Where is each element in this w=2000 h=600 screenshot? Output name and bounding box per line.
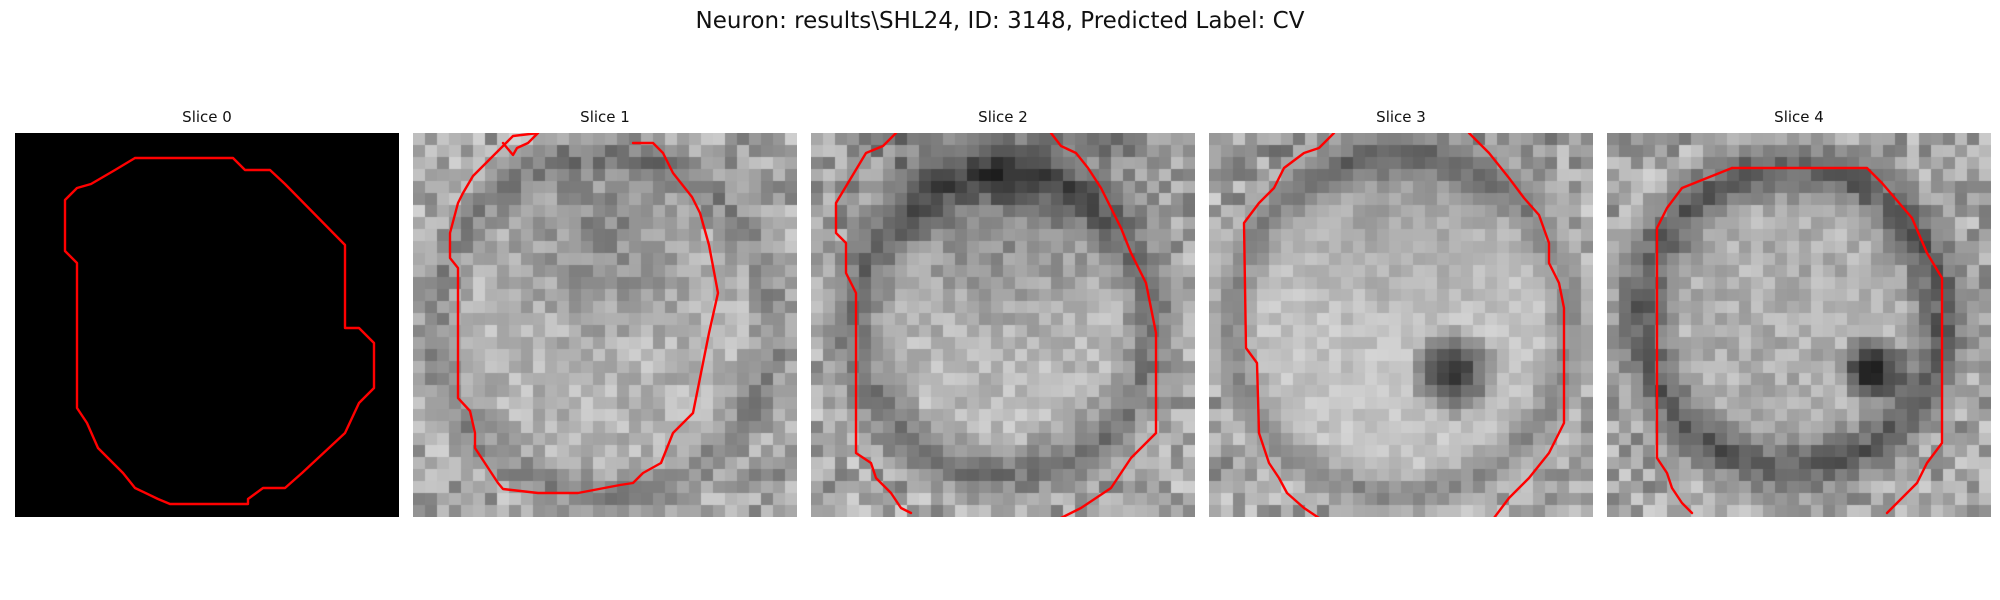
slice-image-2 [811, 133, 1195, 517]
slice-title-2: Slice 2 [978, 108, 1028, 126]
slice-title-0: Slice 0 [182, 108, 232, 126]
slice-image-3 [1209, 133, 1593, 517]
slice-image-0 [15, 133, 399, 517]
slice-image-1 [413, 133, 797, 517]
slice-title-3: Slice 3 [1376, 108, 1426, 126]
slice-title-4: Slice 4 [1774, 108, 1824, 126]
slice-image-4 [1607, 133, 1991, 517]
figure-title: Neuron: results\SHL24, ID: 3148, Predict… [695, 8, 1305, 34]
slice-title-1: Slice 1 [580, 108, 630, 126]
